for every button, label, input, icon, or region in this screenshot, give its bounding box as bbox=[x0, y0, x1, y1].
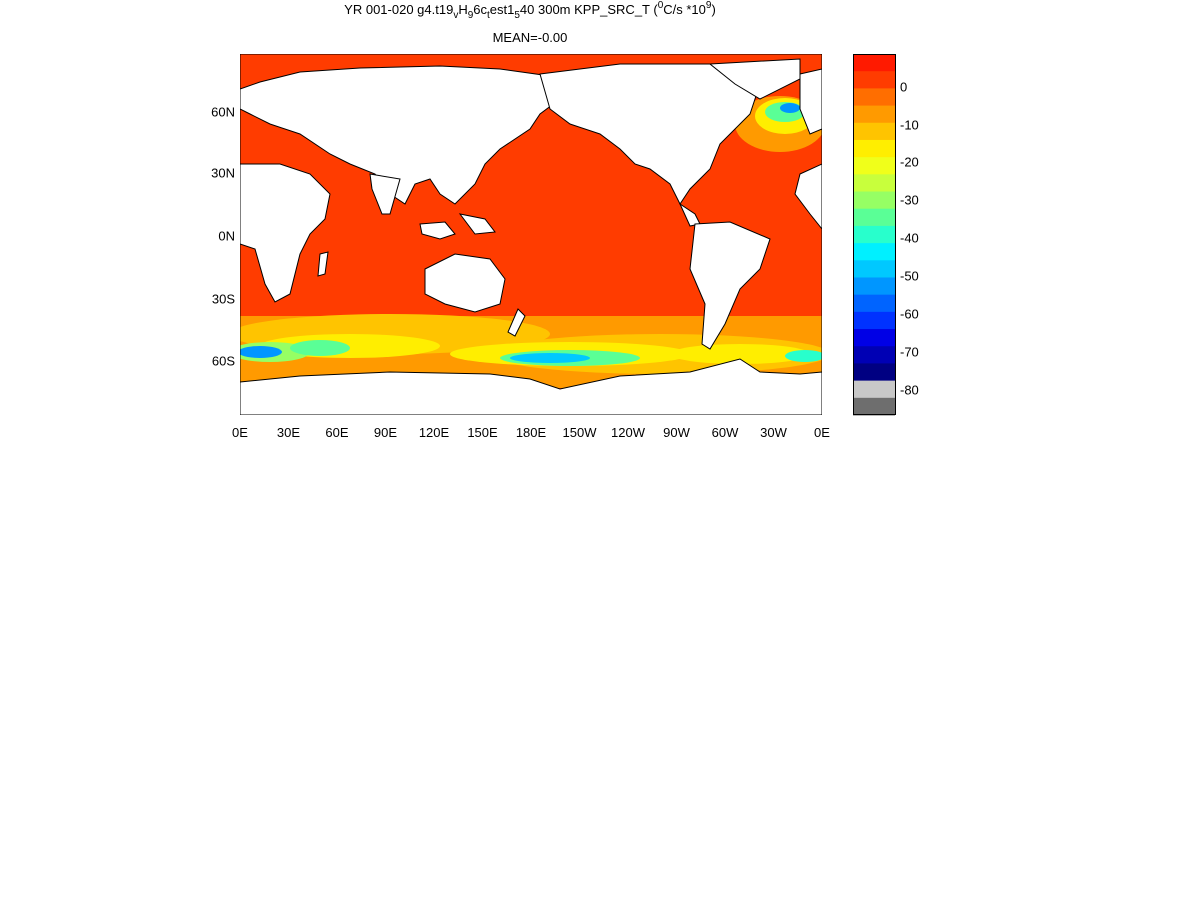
y-tick-label: 60S bbox=[211, 353, 235, 369]
y-tick-label: 30N bbox=[211, 165, 235, 181]
x-tick-label: 90E bbox=[373, 425, 398, 440]
colorbar-swatch bbox=[853, 191, 895, 210]
x-tick-label: 150E bbox=[467, 425, 498, 440]
colorbar-swatch bbox=[853, 208, 895, 227]
colorbar-swatch bbox=[853, 380, 895, 399]
colorbar-swatch bbox=[853, 88, 895, 107]
colorbar-label: -30 bbox=[900, 192, 919, 208]
colorbar-label: -60 bbox=[900, 306, 919, 322]
colorbar-frame bbox=[853, 54, 896, 415]
map-title: YR 001-020 g4.t19vH96ctest1540 300m KPP_… bbox=[344, 0, 716, 21]
x-tick-label: 30W bbox=[760, 425, 787, 440]
colorbar-swatch bbox=[853, 243, 895, 261]
colorbar-swatch bbox=[853, 71, 895, 89]
colorbar bbox=[853, 54, 896, 416]
land-masses bbox=[240, 58, 822, 415]
colorbar-swatch bbox=[853, 174, 895, 193]
x-tick-label: 0E bbox=[814, 425, 830, 440]
colorbar-label: -50 bbox=[900, 268, 919, 284]
x-tick-label: 120W bbox=[611, 425, 645, 440]
x-tick-label: 180E bbox=[515, 425, 547, 440]
colorbar-label: -10 bbox=[900, 117, 919, 133]
colorbar-swatch bbox=[853, 157, 895, 175]
colorbar-swatch bbox=[853, 122, 895, 141]
colorbar-swatch bbox=[853, 397, 895, 416]
colorbar-swatch bbox=[853, 363, 895, 382]
colorbar-label: 0 bbox=[900, 79, 908, 95]
colorbar-swatch bbox=[853, 225, 895, 244]
y-tick-label: 0N bbox=[218, 228, 235, 244]
colorbar-swatch bbox=[853, 346, 895, 364]
colorbar-swatch bbox=[853, 329, 895, 347]
ocean-field-map bbox=[240, 54, 822, 415]
mean-label: MEAN=-0.00 bbox=[492, 30, 568, 45]
colorbar-label: -70 bbox=[900, 344, 919, 360]
y-tick-label: 30S bbox=[211, 291, 235, 307]
x-tick-label: 30E bbox=[276, 425, 301, 440]
colorbar-swatch bbox=[853, 105, 895, 124]
colorbar-swatch bbox=[853, 139, 895, 158]
x-tick-label: 90W bbox=[663, 425, 690, 440]
x-tick-label: 150W bbox=[562, 425, 597, 440]
colorbar-label: -80 bbox=[900, 382, 919, 398]
x-tick-label: 60W bbox=[711, 425, 739, 440]
x-tick-label: 120E bbox=[418, 425, 450, 440]
colorbar-swatch bbox=[853, 54, 895, 72]
x-tick-label: 0E bbox=[232, 425, 248, 440]
colorbar-label: -20 bbox=[900, 154, 919, 170]
colorbar-swatch bbox=[853, 277, 895, 296]
colorbar-label: -40 bbox=[900, 230, 919, 246]
colorbar-swatch bbox=[853, 294, 895, 313]
y-tick-label: 60N bbox=[211, 104, 235, 120]
colorbar-swatch bbox=[853, 311, 895, 330]
southern-ocean-band bbox=[240, 314, 822, 388]
x-tick-label: 60E bbox=[325, 425, 349, 440]
colorbar-swatch bbox=[853, 260, 895, 278]
